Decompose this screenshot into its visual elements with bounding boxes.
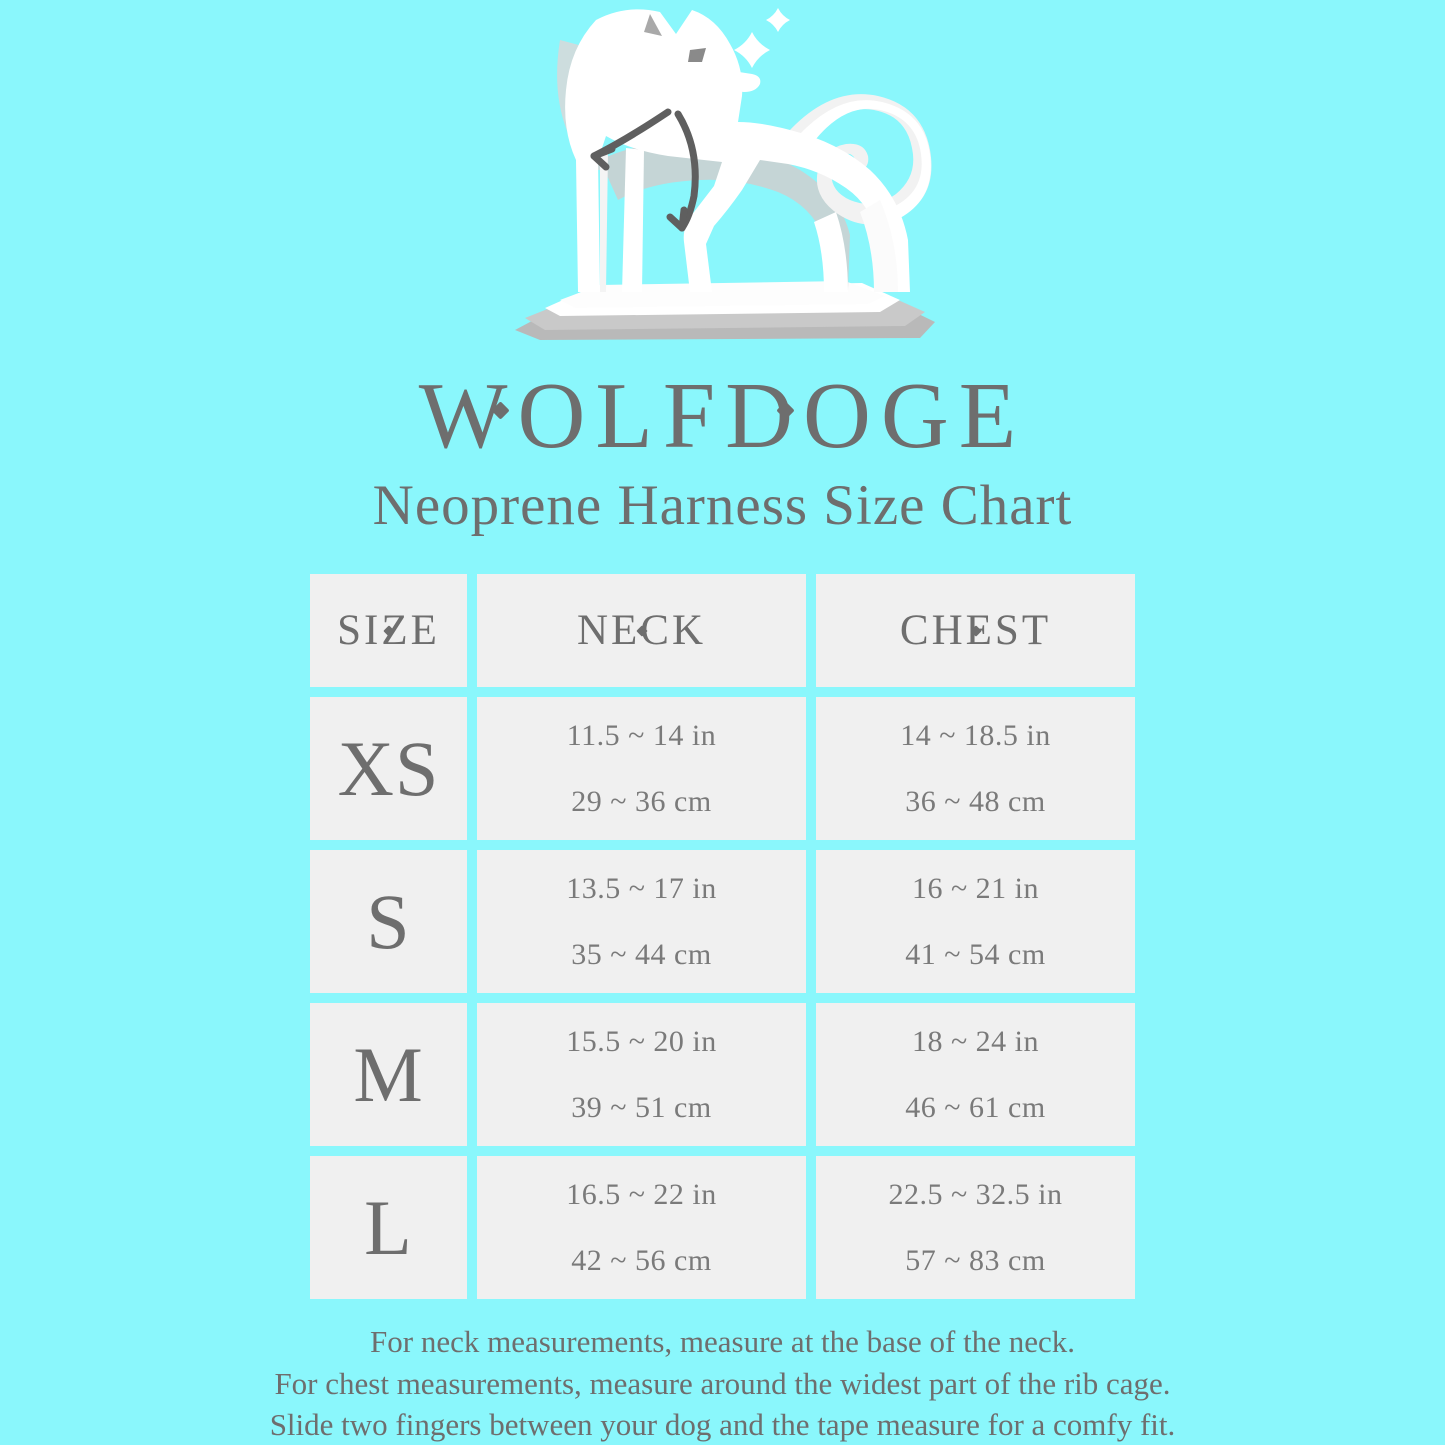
neck-cell: 11.5 ~ 14 in 29 ~ 36 cm: [477, 697, 806, 841]
neck-centimeters: 39 ~ 51 cm: [571, 1090, 712, 1124]
brand-part-3: OGE: [803, 364, 1027, 469]
header-cell-neck: NECK: [477, 574, 806, 688]
chest-inches: 18 ~ 24 in: [911, 1024, 1040, 1058]
neck-cell: 16.5 ~ 22 in 42 ~ 56 cm: [477, 1156, 806, 1300]
size-chart-table: SIZE NECK CHEST XS 11.5 ~ 14 in 29 ~ 36 …: [310, 574, 1135, 1300]
size-label: L: [364, 1183, 413, 1271]
logo-illustration: [0, 0, 1445, 352]
sparkle-icons: [734, 8, 790, 68]
size-cell: XS: [310, 697, 467, 841]
neck-inches: 15.5 ~ 20 in: [566, 1024, 717, 1058]
chest-centimeters: 46 ~ 61 cm: [905, 1090, 1046, 1124]
brand-part-1: W: [418, 364, 518, 469]
table-row: L 16.5 ~ 22 in 42 ~ 56 cm 22.5 ~ 32.5 in…: [310, 1156, 1135, 1300]
neck-centimeters: 29 ~ 36 cm: [571, 784, 712, 818]
neck-inches: 11.5 ~ 14 in: [566, 718, 717, 752]
neck-cell: 15.5 ~ 20 in 39 ~ 51 cm: [477, 1003, 806, 1147]
chest-cell: 22.5 ~ 32.5 in 57 ~ 83 cm: [816, 1156, 1135, 1300]
page-subtitle: Neoprene Harness Size Chart: [372, 473, 1073, 537]
neck-cell: 13.5 ~ 17 in 35 ~ 44 cm: [477, 850, 806, 994]
brand-title: W OLFD OGE: [419, 362, 1026, 471]
table-row: S 13.5 ~ 17 in 35 ~ 44 cm 16 ~ 21 in 41 …: [310, 850, 1135, 994]
chest-measure-arrow: [674, 110, 699, 232]
instruction-line-3: Slide two fingers between your dog and t…: [269, 1406, 1176, 1442]
size-label: M: [353, 1030, 424, 1118]
size-cell: M: [310, 1003, 467, 1147]
table-row: M 15.5 ~ 20 in 39 ~ 51 cm 18 ~ 24 in 46 …: [310, 1003, 1135, 1147]
neck-centimeters: 35 ~ 44 cm: [571, 937, 712, 971]
neck-centimeters: 42 ~ 56 cm: [571, 1243, 712, 1277]
header-label-neck: NECK: [576, 607, 707, 655]
chest-inches: 22.5 ~ 32.5 in: [888, 1177, 1063, 1211]
table-header-row: SIZE NECK CHEST: [310, 574, 1135, 688]
chest-inches: 14 ~ 18.5 in: [900, 718, 1051, 752]
measurement-instructions: For neck measurements, measure at the ba…: [73, 1321, 1373, 1445]
chest-centimeters: 41 ~ 54 cm: [905, 937, 1046, 971]
sparkle-large: [734, 32, 770, 68]
instruction-line-2: For chest measurements, measure around t…: [274, 1365, 1171, 1401]
dog-tail-icon: [790, 94, 932, 225]
size-label: XS: [337, 724, 440, 812]
chest-cell: 16 ~ 21 in 41 ~ 54 cm: [816, 850, 1135, 994]
chest-cell: 18 ~ 24 in 46 ~ 61 cm: [816, 1003, 1135, 1147]
neck-inches: 16.5 ~ 22 in: [566, 1177, 717, 1211]
size-label: S: [366, 877, 411, 965]
size-cell: L: [310, 1156, 467, 1300]
instruction-line-1: For neck measurements, measure at the ba…: [370, 1324, 1075, 1360]
sparkle-small: [766, 8, 790, 32]
dog-body-icon: [565, 9, 910, 292]
header-label-size: SIZE: [337, 607, 440, 655]
size-cell: S: [310, 850, 467, 994]
chest-cell: 14 ~ 18.5 in 36 ~ 48 cm: [816, 697, 1135, 841]
dog-rear-legs-icon: [814, 200, 898, 292]
chest-centimeters: 57 ~ 83 cm: [905, 1243, 1046, 1277]
header-cell-size: SIZE: [310, 574, 467, 688]
header-label-chest: CHEST: [899, 607, 1052, 655]
neck-inches: 13.5 ~ 17 in: [566, 871, 717, 905]
brand-part-2: OLFD: [517, 364, 803, 469]
table-row: XS 11.5 ~ 14 in 29 ~ 36 cm 14 ~ 18.5 in …: [310, 697, 1135, 841]
header-cell-chest: CHEST: [816, 574, 1135, 688]
measure-arrows-group: [590, 108, 699, 232]
chest-inches: 16 ~ 21 in: [911, 871, 1040, 905]
chest-centimeters: 36 ~ 48 cm: [905, 784, 1046, 818]
dog-front-leg-icon: [622, 148, 644, 292]
